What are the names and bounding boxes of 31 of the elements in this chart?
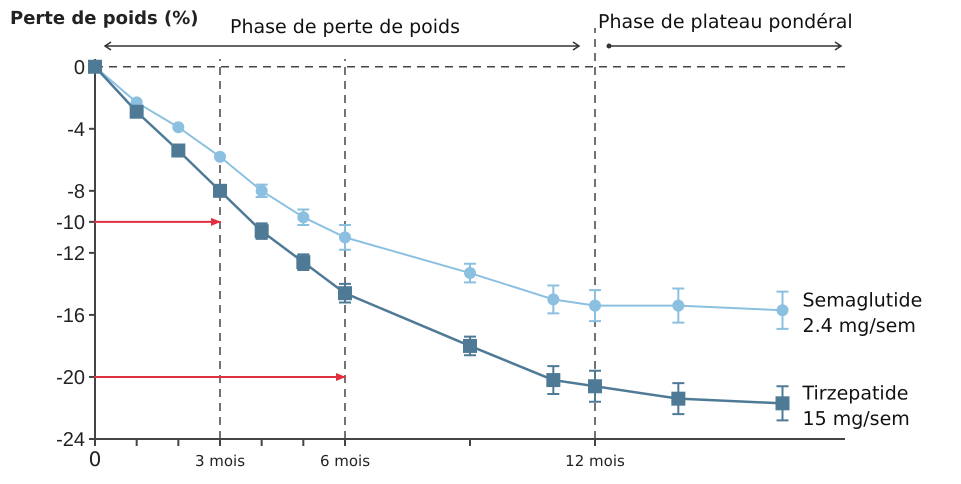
y-tick-label: -4 [67,118,85,141]
y-axis-title: Perte de poids (%) [10,8,198,29]
point [589,300,601,312]
y-tick-label: -20 [56,366,85,389]
y-tick-label: 0 [74,56,85,79]
point [547,293,560,306]
point [214,150,226,163]
point [171,144,186,158]
point [339,231,351,244]
point [776,396,790,410]
x-tick-label: 6 mois [320,452,370,470]
y-tick-label: -16 [56,304,85,327]
y-tick-label: -24 [56,429,85,451]
point [672,300,684,312]
point [130,104,144,119]
text: Phase de plateau pondéral [598,11,853,33]
y-tick-label: -8 [67,180,85,203]
x-tick-label: 12 mois [565,452,625,470]
text: Phase de perte de poids [230,16,460,38]
point [588,379,602,394]
x-tick-label: 0 [88,447,102,471]
y-tick-label: -12 [56,242,85,265]
series-label: Semaglutide 2.4 mg/sem [802,289,922,337]
point [671,392,686,406]
point [546,373,560,388]
x-tick-label: 3 mois [194,452,246,470]
y-tick-label: -10 [56,212,85,234]
point [172,121,184,134]
point [776,304,788,316]
point [213,184,227,198]
series-label: Tirzepatide 15 mg/sem [802,382,910,430]
